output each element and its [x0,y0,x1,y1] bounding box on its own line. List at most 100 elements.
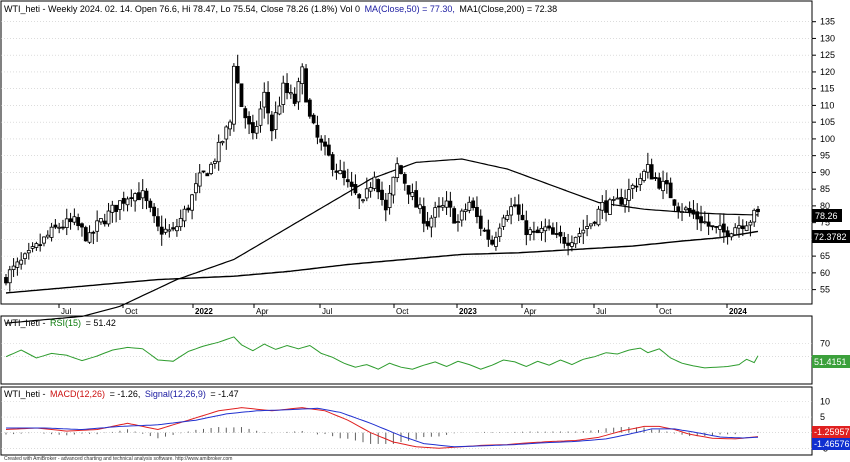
candle-body [235,65,240,84]
candle-body [645,164,650,173]
signal-line [6,407,759,448]
candle-body [395,163,400,179]
candle-body [672,199,677,206]
candle-body [414,190,419,208]
candle-body [334,170,339,173]
candle-body [494,236,498,247]
price-badge-text: 78.26 [815,211,838,221]
ma200-layer [5,230,759,294]
candle-body [228,121,232,130]
candle-body [114,204,119,212]
candle-body [273,112,278,130]
price-pane: 5560657075808590951001051101151201251301… [0,0,850,324]
candle-body [159,226,164,235]
price-title-main: WTI_heti - Weekly 2024. 02. 14. Open 76.… [4,4,360,14]
candle-body [49,226,54,238]
candle-body [418,204,422,210]
candle-body [57,226,62,229]
x-tick-label: 2023 [459,307,477,316]
candle-body [197,172,202,187]
rsi-badge-text: 51.4151 [814,357,847,367]
macd-badge-box [812,426,850,438]
signal-value: = -1.47 [210,389,238,399]
macd-tick-label: 5 [820,412,825,422]
candle-body [721,223,726,233]
macd-histogram [5,427,759,444]
price-tick-label: 90 [820,167,830,177]
candle-body [513,204,517,207]
candle-body [547,225,552,229]
candle-body [467,201,472,211]
candle-body [551,227,555,235]
candle-body [657,177,662,189]
candle-body [615,197,620,200]
price-gridlines [1,21,812,290]
candle-body [311,114,316,124]
candle-body [239,83,244,107]
candle-body [110,204,115,213]
candle-body [634,185,639,188]
candle-body [539,228,544,234]
candle-body [387,192,392,208]
candle-body [585,226,589,229]
candle-body [444,200,449,208]
candle-body [144,190,149,202]
candle-body [756,208,760,213]
candle-body [288,92,293,95]
candle-body [190,194,195,211]
candle-body [193,183,198,194]
candle-body [528,229,533,235]
candle-body [19,259,24,265]
candle-body [744,225,749,231]
candle-body [178,218,183,228]
price-tick-label: 135 [820,17,835,27]
signal-line-layer [6,407,759,448]
candle-body [345,179,350,183]
candle-body [72,216,77,223]
candle-body [296,81,301,103]
candle-body [34,243,39,248]
candle-body [596,208,601,226]
footer-credit: Created with AmiBroker - advanced charti… [4,456,232,462]
candle-body [342,170,346,179]
price-tick-label: 105 [820,117,835,127]
candle-body [216,141,221,163]
candle-body [604,200,608,213]
price-tick-label: 125 [820,50,835,60]
candle-body [376,179,381,193]
candle-body [380,189,384,201]
candle-body [326,144,331,156]
rsi-legend: RSI(15) [50,318,81,328]
candle-body [737,225,741,229]
candle-body [38,244,43,246]
candle-body [224,126,229,140]
candle-body [607,199,612,215]
candle-body [330,154,335,170]
candle-body [175,226,179,232]
x-tick-label: Oct [396,307,409,316]
macd-gridlines [1,401,812,449]
candle-body [95,220,100,232]
candle-body [258,108,263,126]
x-tick-label: Apr [524,307,537,316]
candle-body [250,122,255,134]
candle-body [269,114,274,132]
macd-line-layer [5,407,759,449]
candle-body [725,230,730,237]
candle-body [543,226,548,232]
candle-body [459,210,464,221]
candle-body [649,164,654,180]
ma200-badge-box [812,230,850,243]
candle-body [201,170,206,173]
candle-body [509,206,514,216]
rsi-axis-ticks: 70 [820,338,830,348]
signal-badge-box [812,438,850,450]
candle-body [357,194,362,199]
signal-legend: Signal(12,26,9) [145,389,206,399]
macd-title: WTI_heti - MACD(12,26) = -1.26, Signal(1… [4,389,239,399]
candle-body [664,180,669,185]
candle-body [391,176,396,196]
candle-body [406,185,411,195]
candle-body [623,198,627,206]
candle-body [26,250,31,254]
